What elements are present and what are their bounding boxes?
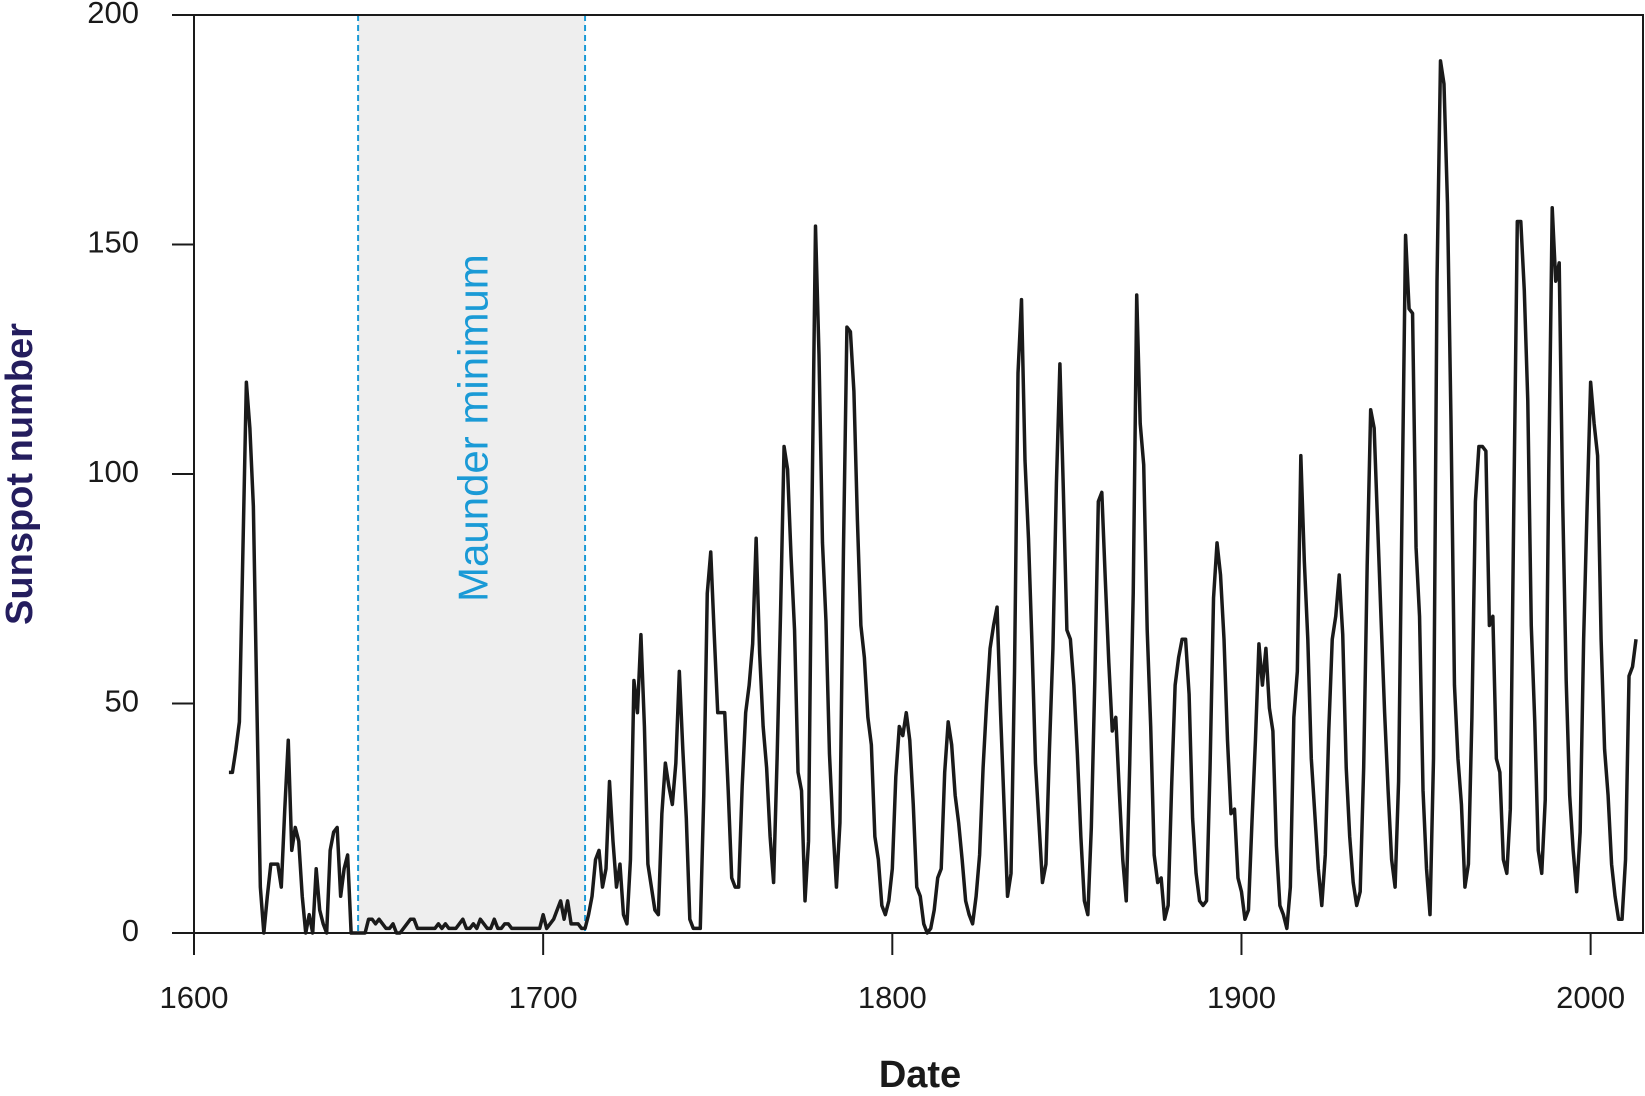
x-tick-label: 1800 [858, 980, 927, 1015]
x-tick-label: 1900 [1207, 980, 1276, 1015]
data-line [228, 59, 1638, 935]
y-tick-label: 50 [105, 684, 139, 719]
shaded-region [358, 15, 586, 933]
y-tick-label: 150 [87, 225, 139, 260]
x-tick-label: 1700 [509, 980, 578, 1015]
y-tick-label: 200 [87, 0, 139, 30]
x-tick-label: 2000 [1556, 980, 1625, 1015]
plot-frame [193, 14, 1644, 934]
x-axis-label: Date [879, 1054, 961, 1096]
y-tick-label: 0 [122, 913, 139, 948]
y-axis-label: Sunspot number [0, 323, 41, 625]
x-tick-label: 1600 [160, 980, 229, 1015]
annotation: Maunder minimum [450, 254, 497, 602]
y-tick-label: 100 [87, 454, 139, 489]
